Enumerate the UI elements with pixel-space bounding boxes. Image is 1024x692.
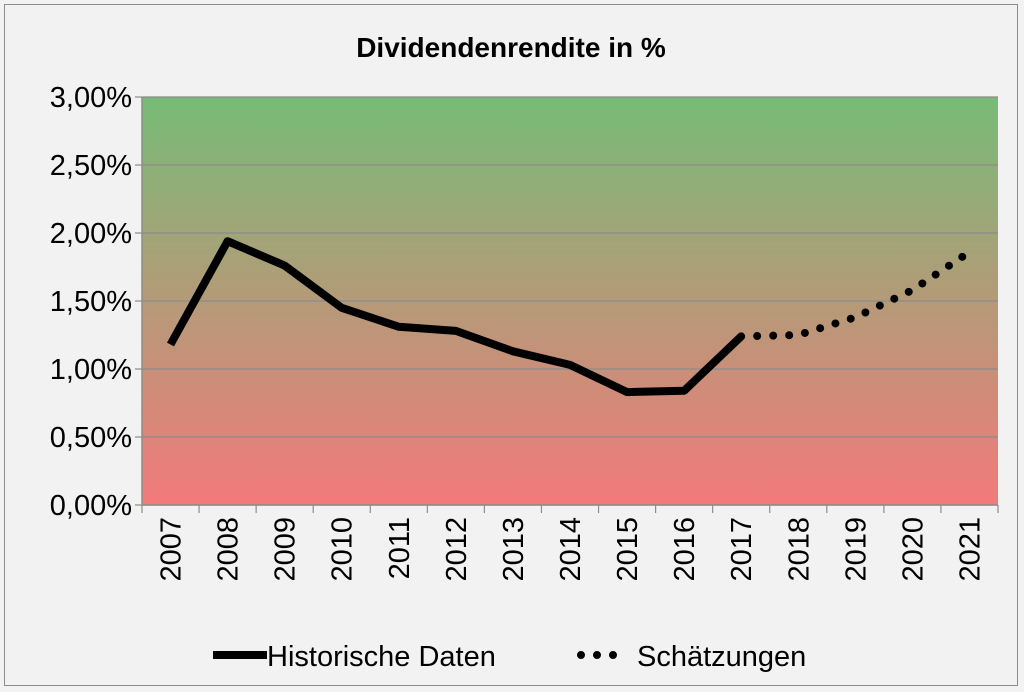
- x-tick-label: 2008: [213, 517, 245, 582]
- y-tick-label: 3,00%: [50, 82, 132, 114]
- x-tick-label: 2011: [384, 517, 416, 579]
- x-tick-label: 2010: [327, 517, 359, 582]
- x-tick-label: 2021: [954, 517, 986, 582]
- y-tick-label: 0,50%: [50, 422, 132, 454]
- series-layer: [166, 237, 974, 397]
- legend: Historische Daten Schätzungen: [213, 641, 806, 673]
- x-tick-label: 2014: [555, 517, 587, 582]
- x-tick-label: 2007: [156, 517, 188, 582]
- legend-label: Historische Daten: [267, 641, 496, 673]
- x-tick-label: 2019: [840, 517, 872, 582]
- x-tick-label: 2012: [441, 517, 473, 582]
- series-line-0: [166, 237, 744, 397]
- y-tick-label: 2,00%: [50, 218, 132, 250]
- x-tick-label: 2017: [726, 517, 758, 582]
- y-tick-label: 0,00%: [50, 490, 132, 522]
- x-tick-label: 2009: [270, 517, 302, 582]
- axis-layer: 0,00% 0,50% 1,00% 1,50% 2,00% 2,50% 3,00% 2007 2…: [50, 82, 999, 582]
- chart-title: Dividendenrendite in %: [356, 32, 666, 63]
- x-tick-label: 2018: [783, 517, 815, 582]
- x-tick-label: 2013: [498, 517, 530, 582]
- x-tick-label: 2020: [897, 517, 929, 582]
- legend-label: Schätzungen: [637, 641, 806, 673]
- chart-svg: Dividendenrendite in % 0,00% 0,50% 1,00% 1,…: [50, 32, 999, 673]
- x-tick-label: 2015: [612, 517, 644, 582]
- x-tick-label: 2016: [669, 517, 701, 582]
- y-tick-label: 1,50%: [50, 286, 132, 318]
- y-tick-label: 1,00%: [50, 354, 132, 386]
- chart-frame: Dividendenrendite in % 0,00% 0,50% 1,00% 1,…: [4, 4, 1018, 686]
- y-tick-label: 2,50%: [50, 150, 132, 182]
